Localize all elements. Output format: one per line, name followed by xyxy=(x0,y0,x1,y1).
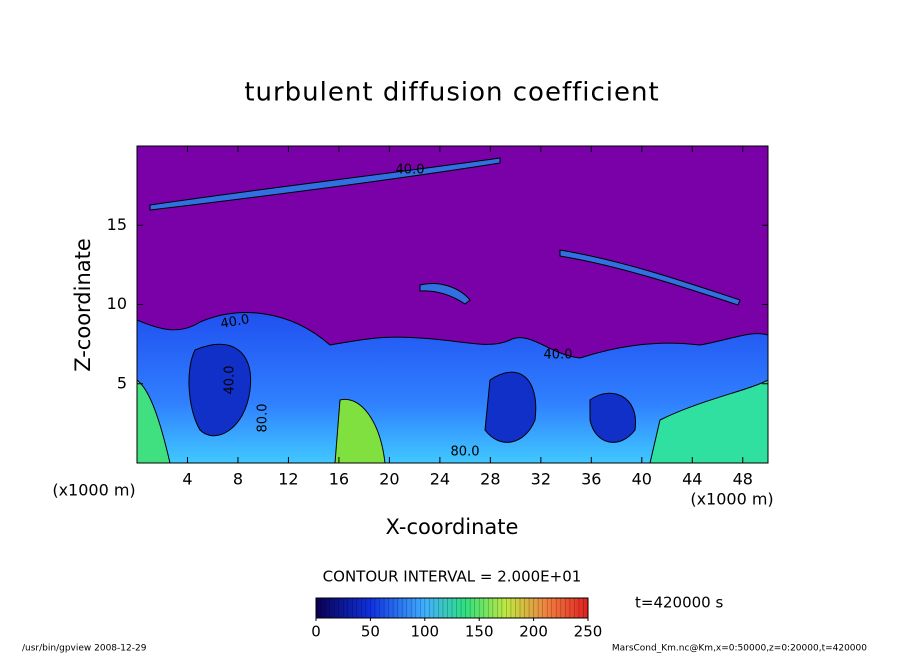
eddy xyxy=(589,392,636,443)
x-tick-label: 32 xyxy=(531,470,551,489)
field xyxy=(137,146,768,463)
x-tick-label: 24 xyxy=(430,470,450,489)
streak xyxy=(419,283,471,305)
contour-label: 40.0 xyxy=(544,348,573,363)
x-tick-label: 12 xyxy=(278,470,298,489)
eddy xyxy=(484,371,537,443)
streak xyxy=(559,249,741,306)
footer-left: /usr/bin/gpview 2008-12-29 xyxy=(22,644,147,654)
colorbar-tick-label: 50 xyxy=(361,623,380,641)
x-tick-label: 8 xyxy=(233,470,243,489)
time-label: t=420000 s xyxy=(635,594,723,612)
y-axis-label: Z-coordinate xyxy=(71,238,95,372)
x-tick-label: 4 xyxy=(182,470,192,489)
y-tick-label: 5 xyxy=(117,373,127,392)
contour-label: 80.0 xyxy=(451,445,480,460)
x-tick-label: 40 xyxy=(632,470,652,489)
colorbar xyxy=(315,597,589,619)
x-tick-label: 36 xyxy=(581,470,601,489)
y-tick-label: 15 xyxy=(107,215,127,234)
x-tick-label: 20 xyxy=(379,470,399,489)
streak xyxy=(149,157,501,211)
colorbar-tick-label: 250 xyxy=(574,623,603,641)
contour-label: 40.0 xyxy=(223,366,238,395)
x-tick-label: 44 xyxy=(682,470,702,489)
x-axis-label: X-coordinate xyxy=(386,515,519,539)
contour-interval: CONTOUR INTERVAL = 2.000E+01 xyxy=(323,568,582,586)
x-tick-label: 48 xyxy=(733,470,753,489)
x-tick-label: 16 xyxy=(329,470,349,489)
contour-label: 40.0 xyxy=(219,312,250,332)
colorbar-tick-label: 0 xyxy=(311,623,321,641)
colorbar-tick-label: 200 xyxy=(519,623,548,641)
y-unit-label: (x1000 m) xyxy=(52,481,135,500)
y-tick-label: 10 xyxy=(107,294,127,313)
x-tick-label: 28 xyxy=(480,470,500,489)
footer-right: MarsCond_Km.nc@Km,x=0:50000,z=0:20000,t=… xyxy=(612,644,867,654)
chart-title: turbulent diffusion coefficient xyxy=(244,78,659,108)
contour-label: 80.0 xyxy=(256,404,271,433)
colorbar-tick-label: 100 xyxy=(410,623,439,641)
colorbar-tick-label: 150 xyxy=(465,623,494,641)
eddy xyxy=(188,343,252,437)
patch xyxy=(649,379,768,463)
x-unit-label: (x1000 m) xyxy=(690,490,773,509)
contour-label: 40.0 xyxy=(396,163,425,178)
